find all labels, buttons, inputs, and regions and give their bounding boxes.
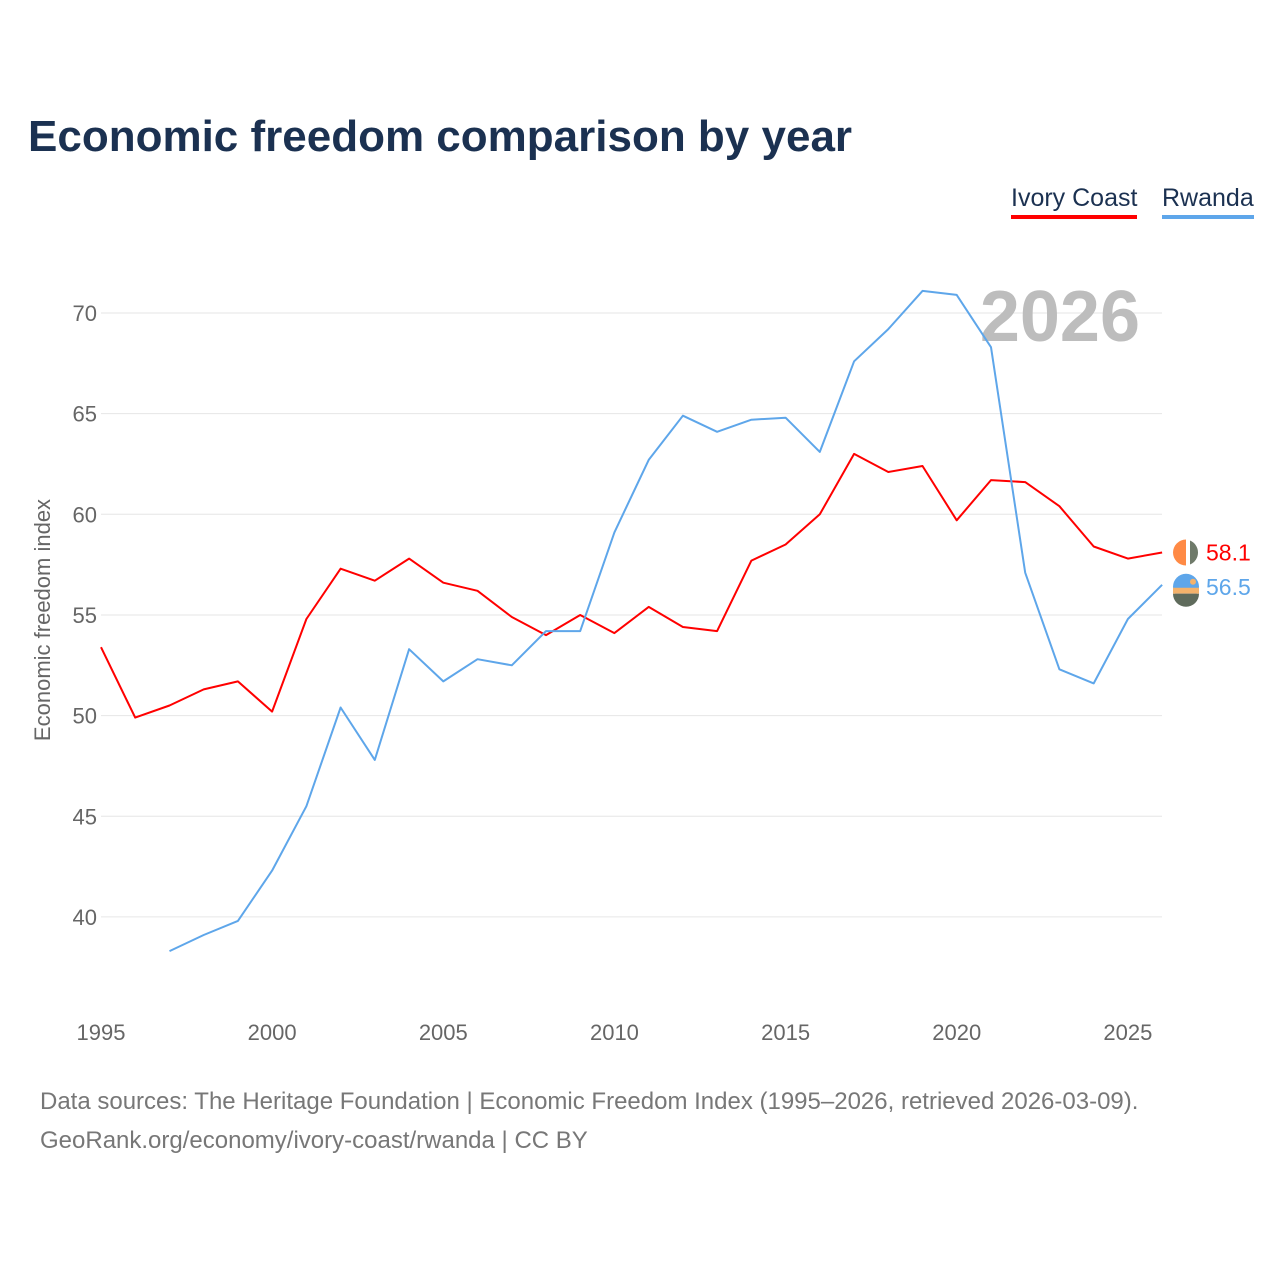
flag-stripe [1190, 540, 1199, 565]
legend-rwanda[interactable]: Rwanda [1162, 184, 1254, 219]
source-line-2[interactable]: GeoRank.org/economy/ivory-coast/rwanda |… [40, 1127, 588, 1154]
end-value-label: 56.5 [1206, 574, 1251, 600]
y-tick-label: 65 [73, 402, 97, 427]
x-tick-label: 2020 [932, 1020, 981, 1045]
flag-stripe [1173, 593, 1199, 607]
x-tick-label: 2015 [761, 1020, 810, 1045]
y-tick-label: 40 [73, 905, 97, 930]
series-line-rwanda [169, 289, 1163, 953]
legend-ivory-coast[interactable]: Ivory Coast [1011, 184, 1138, 219]
x-tick-label: 1995 [77, 1020, 126, 1045]
x-tick-label: 2010 [590, 1020, 639, 1045]
y-tick-label: 70 [73, 301, 97, 326]
flag-sun [1190, 578, 1196, 585]
y-tick-label: 45 [73, 804, 97, 829]
x-tick-label: 2000 [248, 1020, 297, 1045]
y-tick-label: 60 [73, 502, 97, 527]
year-watermark: 2026 [980, 277, 1140, 357]
flag-stripe [1173, 587, 1199, 594]
end-value-label: 58.1 [1206, 540, 1251, 566]
y-axis-label: Economic freedom index [30, 499, 55, 741]
flag-stripe [1173, 539, 1186, 566]
series-line-ivory-coast [100, 452, 1163, 719]
x-tick-label: 2005 [419, 1020, 468, 1045]
y-tick-label: 50 [73, 704, 97, 729]
source-line-1: Data sources: The Heritage Foundation | … [40, 1088, 1139, 1115]
chart-title: Economic freedom comparison by year [28, 112, 853, 161]
x-tick-label: 2025 [1103, 1020, 1152, 1045]
y-tick-label: 55 [73, 603, 97, 628]
